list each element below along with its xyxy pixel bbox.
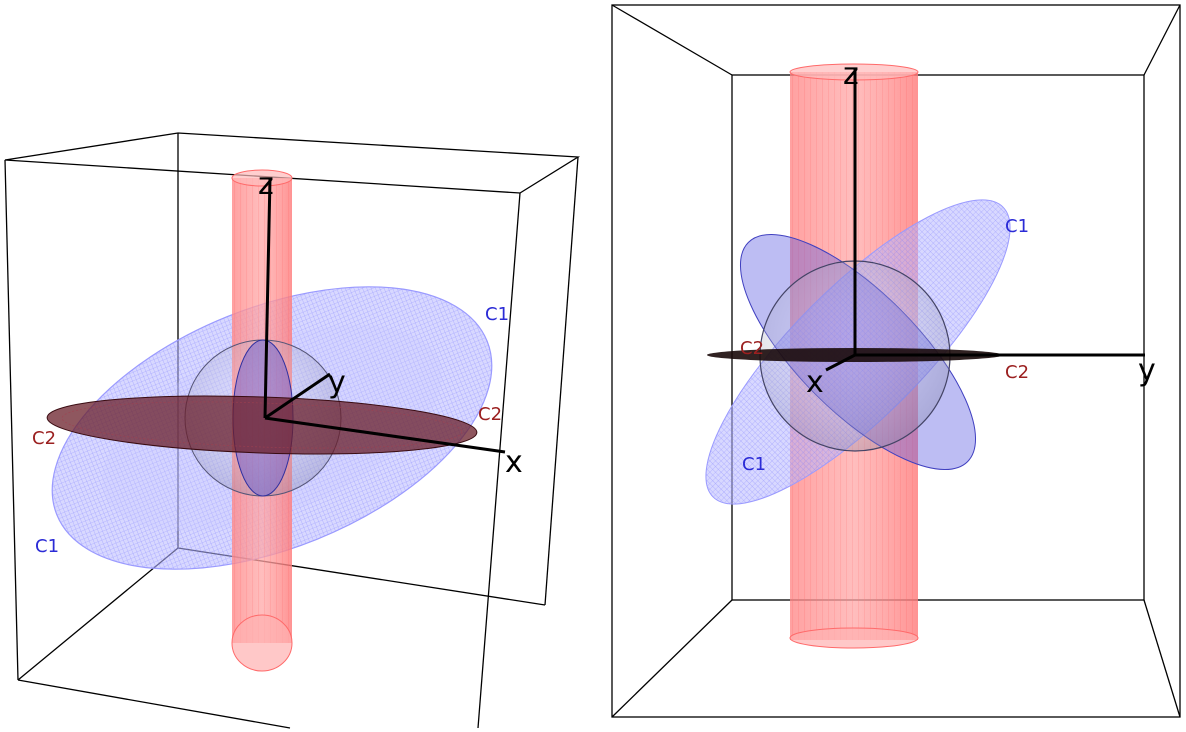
left-y-label: y — [328, 365, 346, 400]
right-axes — [825, 68, 1145, 372]
right-z-label: z — [843, 57, 859, 92]
right-y-label: y — [1138, 353, 1156, 388]
left-axes — [263, 177, 506, 454]
left-c1-top-label: C1 — [485, 304, 509, 325]
left-x-label: x — [505, 445, 523, 480]
left-x-axis — [264, 416, 506, 454]
right-c1-top-label: C1 — [1005, 216, 1029, 237]
left-c2-left-label: C2 — [32, 428, 56, 449]
right-bounding-box — [611, 4, 1181, 718]
left-c2-right-label: C2 — [478, 404, 502, 425]
right-c2-right-label: C2 — [1005, 362, 1029, 383]
left-z-label: z — [258, 167, 274, 202]
left-c1-bottom-label: C1 — [35, 536, 59, 557]
left-y-axis — [264, 372, 331, 420]
right-panel: z y x C1 C1 C2 C2 — [611, 4, 1181, 718]
right-x-axis — [825, 353, 856, 372]
right-c2-left-label: C2 — [740, 338, 764, 359]
left-panel: z x y C1 C1 C2 C2 — [4, 132, 581, 729]
left-disc — [46, 395, 478, 455]
right-c1-bottom-label: C1 — [742, 454, 766, 475]
left-z-axis — [263, 177, 272, 419]
right-x-label: x — [806, 365, 824, 400]
